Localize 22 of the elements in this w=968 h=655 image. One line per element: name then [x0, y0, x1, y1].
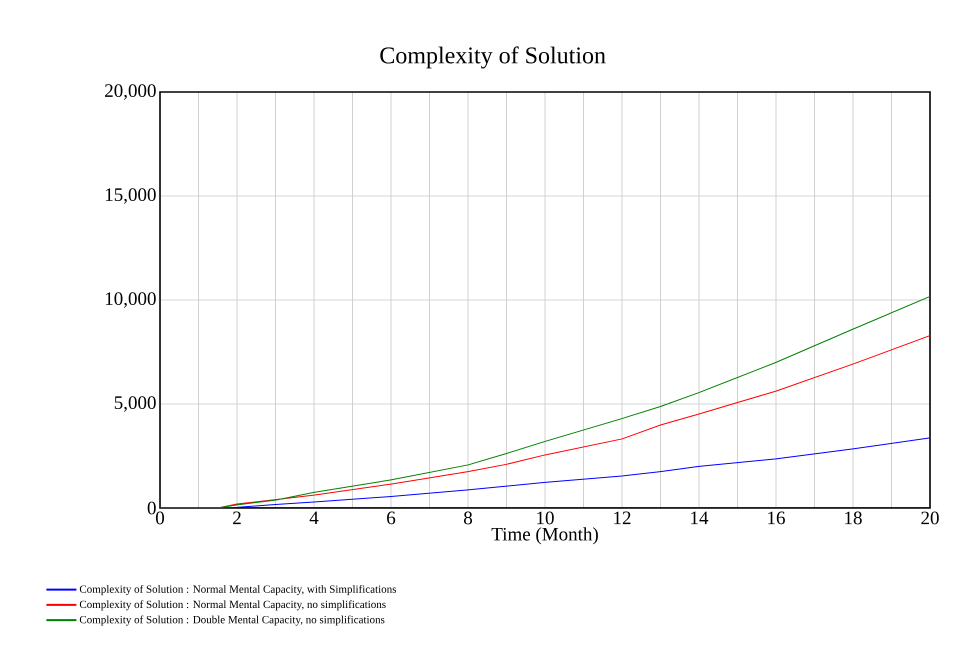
- x-tick-label: 6: [387, 512, 396, 524]
- x-tick-label: 16: [768, 512, 785, 524]
- y-tick-label: 0: [148, 502, 156, 514]
- x-tick-label: 10: [537, 512, 554, 524]
- x-tick-label: 12: [614, 512, 630, 524]
- legend-label: Complexity of Solution : Double Mental Capacity, no simplifications: [80, 615, 384, 626]
- y-tick-label: 10,000: [106, 292, 156, 308]
- legend-label: Complexity of Solution : Normal Mental Capacity, with Simplifications: [80, 584, 396, 596]
- y-tick-label: 20,000: [105, 84, 156, 100]
- x-tick-label: 4: [310, 512, 318, 524]
- x-tick-label: 0: [156, 512, 164, 524]
- x-tick-label: 20: [921, 512, 939, 524]
- x-tick-label: 14: [691, 512, 708, 524]
- y-tick-label: 15,000: [106, 188, 156, 204]
- legend-label: Complexity of Solution : Normal Mental Capacity, no simplifications: [80, 600, 386, 610]
- chart-title: Complexity of Solution: [380, 46, 606, 68]
- x-tick-label: 18: [845, 512, 862, 524]
- x-tick-label: 2: [233, 512, 241, 524]
- x-axis-title: Time (Month): [492, 527, 598, 544]
- x-tick-label: 8: [464, 512, 472, 524]
- y-tick-label: 5,000: [114, 396, 156, 412]
- line-series: [160, 296, 930, 508]
